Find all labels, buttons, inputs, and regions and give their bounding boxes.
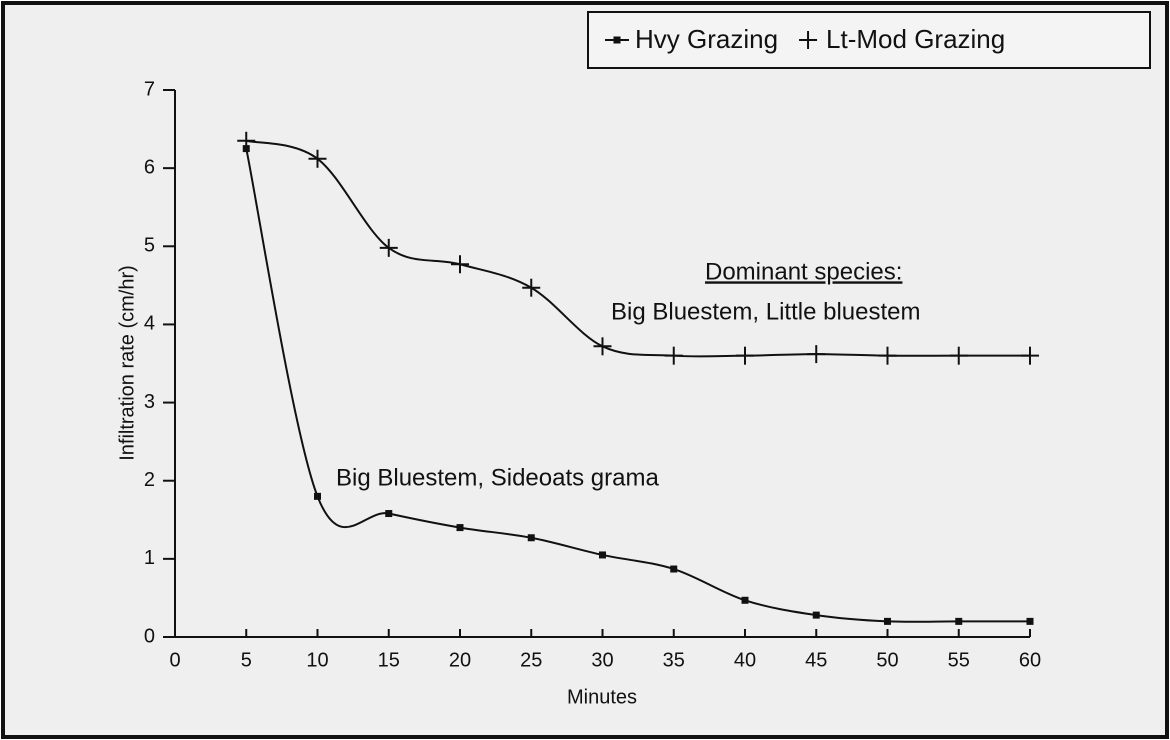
annotation: Dominant species: xyxy=(705,258,902,285)
marker-plus xyxy=(664,346,683,365)
marker-plus xyxy=(451,255,469,274)
y-tick-label: 5 xyxy=(144,235,155,257)
x-tick-label: 55 xyxy=(948,649,970,671)
marker-square xyxy=(670,565,678,573)
marker-square xyxy=(527,534,535,542)
x-tick-label: 20 xyxy=(449,649,471,671)
y-tick-label: 6 xyxy=(144,156,155,178)
marker-plus xyxy=(807,345,826,364)
x-tick-label: 60 xyxy=(1019,649,1041,671)
marker-plus xyxy=(799,31,818,49)
legend-label: Hvy Grazing xyxy=(635,24,778,54)
y-tick-label: 7 xyxy=(144,78,155,100)
marker-plus xyxy=(736,346,754,365)
x-tick-label: 25 xyxy=(520,649,542,671)
marker-square xyxy=(741,596,749,604)
y-tick-label: 1 xyxy=(144,547,155,569)
marker-plus xyxy=(379,238,398,257)
x-tick-label: 40 xyxy=(734,649,756,671)
marker-square xyxy=(456,524,464,532)
legend-label: Lt-Mod Grazing xyxy=(826,24,1005,54)
marker-square xyxy=(613,36,621,44)
marker-plus xyxy=(308,149,327,168)
x-tick-label: 50 xyxy=(876,649,898,671)
marker-square xyxy=(599,551,606,559)
marker-plus xyxy=(593,337,612,356)
marker-square xyxy=(884,617,891,625)
y-tick-label: 3 xyxy=(144,391,155,413)
marker-plus xyxy=(949,346,968,365)
marker-plus xyxy=(522,278,541,297)
legend: Hvy Grazing Lt-Mod Grazing xyxy=(587,11,1151,69)
y-tick-label: 2 xyxy=(144,469,155,491)
x-tick-label: 5 xyxy=(241,649,252,671)
marker-square xyxy=(385,510,393,518)
x-tick-label: 35 xyxy=(663,649,685,671)
marker-plus xyxy=(878,346,897,365)
marker-square xyxy=(1026,617,1034,625)
marker-square xyxy=(955,617,963,625)
x-tick-label: 10 xyxy=(306,649,328,671)
y-tick-label: 4 xyxy=(144,313,155,335)
legend-box xyxy=(587,11,1151,69)
x-tick-label: 15 xyxy=(378,649,400,671)
marker-plus xyxy=(237,131,256,150)
x-tick-label: 30 xyxy=(591,649,613,671)
marker-square xyxy=(314,492,321,500)
x-tick-label: 0 xyxy=(169,649,180,671)
y-axis-label: Infiltration rate (cm/hr) xyxy=(116,265,138,461)
marker-plus xyxy=(1021,346,1039,365)
marker-square xyxy=(812,611,820,619)
annotation: Big Bluestem, Little bluestem xyxy=(611,298,920,325)
annotation: Big Bluestem, Sideoats grama xyxy=(336,464,659,491)
x-axis-label: Minutes xyxy=(567,686,637,708)
y-tick-label: 0 xyxy=(144,625,155,647)
x-tick-label: 45 xyxy=(805,649,827,671)
